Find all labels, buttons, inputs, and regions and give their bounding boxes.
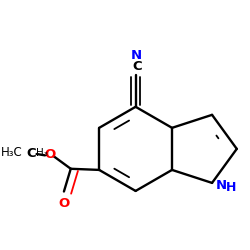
Text: O: O (44, 148, 55, 161)
Text: H: H (226, 182, 237, 194)
Text: N: N (131, 49, 142, 62)
Text: H₃: H₃ (36, 148, 48, 158)
Text: O: O (59, 197, 70, 210)
Text: H₃C: H₃C (1, 146, 22, 159)
Text: N: N (216, 179, 227, 192)
Text: C: C (26, 147, 36, 160)
Text: C: C (132, 60, 141, 73)
